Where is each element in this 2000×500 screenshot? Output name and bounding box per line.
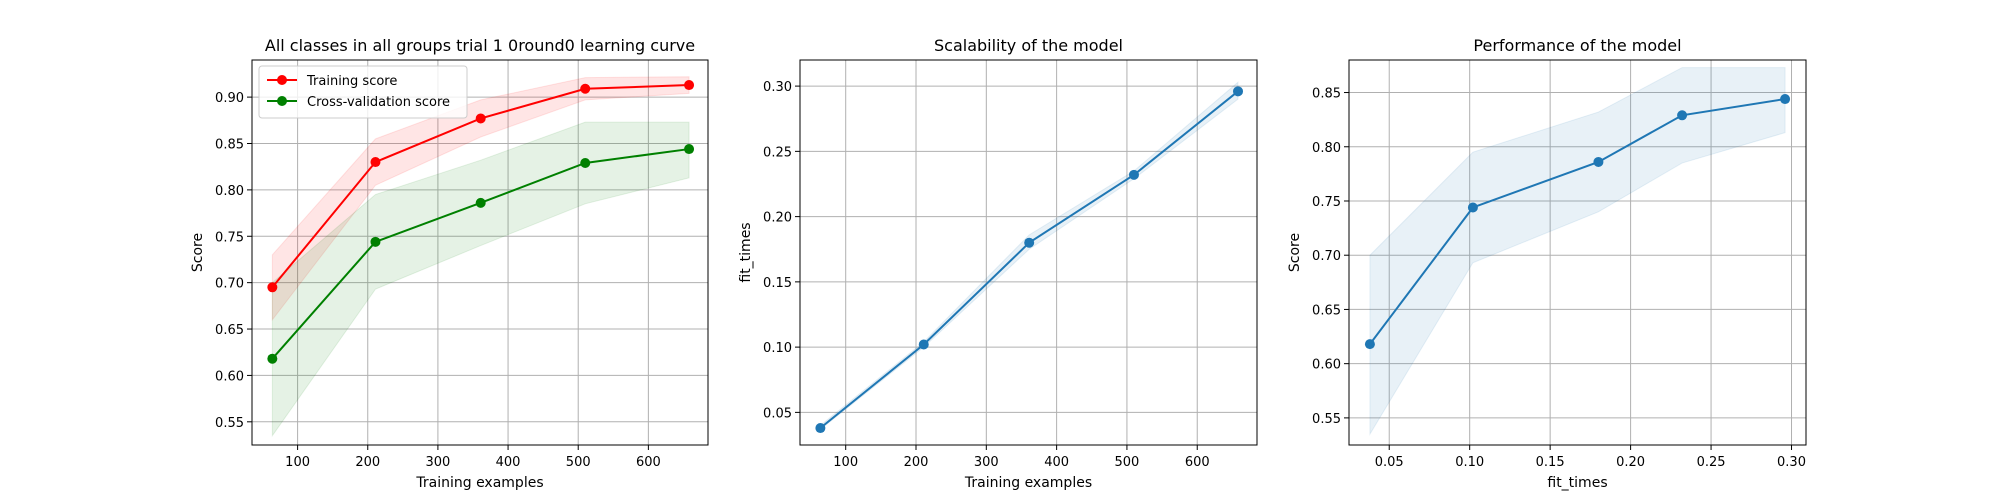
y-tick-label: 0.75 [215, 230, 244, 245]
legend-label: Cross-validation score [307, 95, 450, 110]
series-1-line [819, 90, 1239, 429]
series-1-point [1024, 237, 1035, 248]
series-2-band [271, 121, 690, 438]
series-1-point [370, 157, 381, 168]
legend-swatch-marker [277, 75, 287, 85]
axes-frame [799, 59, 1258, 446]
series-1-point [815, 423, 826, 434]
x-tick-label: 0.30 [1777, 455, 1806, 470]
y-tick-label: 0.25 [763, 145, 792, 160]
subplot-3: 0.05 0.10 0.15 0.20 0.25 0.30 0.55 0.60 0.65 0.70… [1287, 36, 1807, 491]
series-2-point [370, 236, 381, 247]
series-1-point [684, 80, 695, 91]
y-tick-label: 0.15 [763, 276, 792, 291]
subplot-2: 100 200 300 400 500 600 0.05 0.10 0.15 0.20 0.25 0.… [738, 36, 1258, 491]
series-1-point [1593, 156, 1604, 167]
series-1-point [1128, 169, 1139, 180]
legend-box [258, 65, 468, 119]
series-2-point [684, 144, 695, 155]
y-tick-label: 0.60 [1312, 358, 1341, 373]
x-tick-label: 300 [425, 455, 450, 470]
y-tick-label: 0.70 [215, 277, 244, 292]
y-tick-label: 0.80 [1312, 141, 1341, 156]
y-tick-label: 0.70 [1312, 249, 1341, 264]
series-2-point [267, 353, 278, 364]
x-tick-label: 0.15 [1536, 455, 1565, 470]
y-axis-label: Score [190, 233, 206, 272]
y-tick-label: 0.85 [1312, 87, 1341, 102]
y-tick-label: 0.65 [215, 323, 244, 338]
y-tick-label: 0.20 [763, 211, 792, 226]
series-2-point [475, 197, 486, 208]
legend: Training score Cross-validation score [258, 65, 468, 119]
x-tick-label: 100 [833, 455, 858, 470]
y-axis-label: Score [1287, 233, 1303, 272]
x-tick-label: 100 [285, 455, 310, 470]
series-1-band [1369, 67, 1786, 436]
series-1-point [1364, 339, 1375, 350]
y-tick-label: 0.60 [215, 369, 244, 384]
subplot-1: 100 200 300 400 500 600 0.55 0.60 0.65 0.70 0.75 0.… [190, 36, 709, 491]
x-axis-label: Training examples [415, 475, 543, 491]
x-tick-label: 0.05 [1375, 455, 1404, 470]
y-tick-label: 0.65 [1312, 303, 1341, 318]
y-tick-label: 0.55 [1312, 412, 1341, 427]
x-tick-label: 0.10 [1455, 455, 1484, 470]
y-tick-label: 0.55 [215, 416, 244, 431]
axes-frame [1348, 59, 1807, 446]
x-tick-label: 600 [1185, 455, 1210, 470]
axes-frame [251, 59, 709, 446]
series-1-point [475, 113, 486, 124]
chart-title: Performance of the model [1473, 36, 1681, 55]
x-tick-label: 200 [355, 455, 380, 470]
legend-label: Training score [306, 74, 397, 89]
y-tick-label: 0.05 [763, 406, 792, 421]
series-1-point [1780, 94, 1791, 105]
legend-swatch-marker [277, 96, 287, 106]
x-tick-label: 0.25 [1697, 455, 1726, 470]
y-tick-label: 0.90 [215, 91, 244, 106]
series-2-point [580, 157, 591, 168]
chart-title: All classes in all groups trial 1 0round… [265, 36, 695, 55]
x-tick-label: 500 [566, 455, 591, 470]
series-1-point [267, 282, 278, 293]
chart-title: Scalability of the model [934, 36, 1123, 55]
series-1-point [580, 83, 591, 94]
series-1-point [918, 339, 929, 350]
x-tick-label: 500 [1115, 455, 1140, 470]
y-tick-label: 0.85 [215, 137, 244, 152]
x-tick-label: 200 [904, 455, 929, 470]
x-tick-label: 0.20 [1616, 455, 1645, 470]
y-axis-label: fit_times [738, 222, 754, 282]
y-tick-label: 0.80 [215, 184, 244, 199]
series-1-point [1233, 86, 1244, 97]
x-tick-label: 400 [1044, 455, 1069, 470]
series-1-point [1677, 110, 1688, 121]
x-tick-label: 400 [496, 455, 521, 470]
x-tick-label: 300 [974, 455, 999, 470]
y-tick-label: 0.30 [763, 80, 792, 95]
y-tick-label: 0.10 [763, 341, 792, 356]
y-tick-label: 0.75 [1312, 195, 1341, 210]
x-axis-label: fit_times [1547, 475, 1607, 491]
series-1-point [1467, 202, 1478, 213]
x-tick-label: 600 [636, 455, 661, 470]
x-axis-label: Training examples [964, 475, 1092, 491]
